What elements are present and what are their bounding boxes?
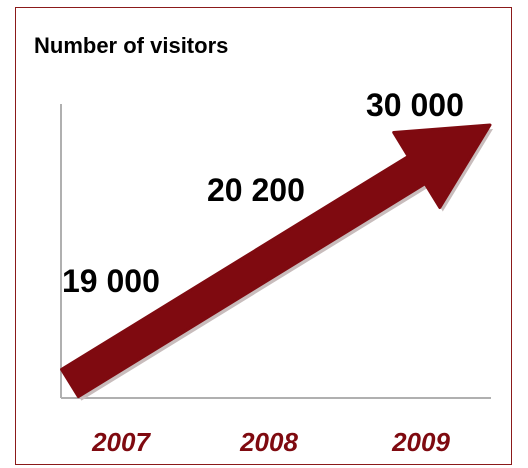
growth-arrow [60, 123, 493, 401]
x-tick-label-2007: 2007 [91, 427, 151, 457]
value-label-2009: 30 000 [366, 87, 464, 123]
x-tick-label-2009: 2009 [391, 427, 450, 457]
value-label-2007: 19 000 [62, 263, 160, 299]
x-tick-labels: 2007 2008 2009 [91, 427, 450, 457]
x-tick-label-2008: 2008 [239, 427, 298, 457]
value-label-2008: 20 200 [207, 172, 305, 208]
value-labels: 19 000 20 200 30 000 [62, 87, 464, 299]
arrow-body [60, 123, 492, 399]
chart-title: Number of visitors [34, 33, 229, 58]
axes [60, 104, 491, 399]
